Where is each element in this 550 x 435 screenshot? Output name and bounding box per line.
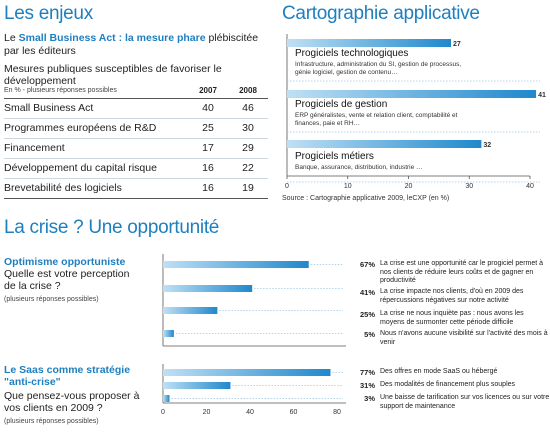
q2-text-2: Une baisse de tarification sur vos licen… [380, 394, 550, 410]
row-label: Financement [4, 138, 188, 159]
q2-text-1: Des modalités de financement plus souple… [380, 381, 516, 388]
table-row: Financement 17 29 [4, 138, 268, 159]
cell-2008: 29 [228, 138, 268, 159]
enjeux-intro-highlight: Small Business Act : la mesure phare [18, 32, 206, 44]
enjeux-intro: Le Small Business Act : la mesure phare … [4, 32, 272, 58]
carto-tick-label: 10 [344, 183, 352, 190]
q-tick-label: 80 [333, 409, 341, 416]
carto-tick-label: 0 [285, 183, 289, 190]
row-label: Développement du capital risque [4, 158, 188, 179]
cat-detail-technologiques: Infrastructure, administration du SI, ge… [295, 61, 462, 76]
cell-2007: 16 [188, 178, 228, 199]
q2-text-0: Des offres en mode SaaS ou hébergé [380, 368, 498, 375]
q1-text-1: La crise impacte nos clients, d'où en 20… [380, 288, 524, 304]
q2-question: Que pensez-vous proposer à vos clients e… [4, 390, 140, 414]
q1-bar [163, 307, 218, 314]
cat-label-gestion: Progiciels de gestion [295, 99, 388, 110]
q2-pct-1: 31% [359, 381, 375, 390]
cell-2007: 40 [188, 98, 228, 119]
row-label: Small Business Act [4, 98, 188, 119]
table-row: Programmes européens de R&D 25 30 [4, 118, 268, 139]
carto-tick-label: 40 [526, 183, 534, 190]
cat-detail-metiers: Banque, assurance, distribution, industr… [295, 164, 423, 171]
carto-value-label: 27 [453, 41, 461, 48]
row-label: Brevetabilité des logiciels [4, 178, 188, 199]
enjeux-intro-prefix: Le [4, 32, 19, 44]
q1-text-0: La crise est une opportunité car le prog… [380, 260, 544, 284]
cat-detail-gestion: ERP généralistes, vente et relation clie… [295, 112, 458, 127]
cell-2007: 17 [188, 138, 228, 159]
q-tick-label: 20 [203, 409, 211, 416]
q1-text-3: Nous n'avons aucune visibilité sur l'act… [380, 330, 548, 346]
q1-pct-0: 67% [359, 260, 375, 269]
carto-bar [287, 90, 537, 98]
q1-note: (plusieurs réponses possibles) [4, 296, 99, 303]
q1-pct-3: 5% [364, 330, 375, 339]
carto-value-label: 41 [538, 92, 546, 99]
q1-title: Optimisme opportuniste [4, 256, 126, 268]
col-2007: 2007 [188, 84, 228, 99]
heading-crise: La crise ? Une opportunité [4, 217, 220, 238]
carto-bar [287, 140, 482, 148]
table-row: Brevetabilité des logiciels 16 19 [4, 178, 268, 199]
carto-tick-label: 20 [405, 183, 413, 190]
q1-bar [163, 285, 253, 292]
cell-2008: 19 [228, 178, 268, 199]
carto-bar [287, 39, 452, 47]
cat-label-technologiques: Progiciels technologiques [295, 48, 409, 59]
q2-bar [163, 395, 170, 402]
q-tick-label: 0 [161, 409, 165, 416]
q2-note: (plusieurs réponses possibles) [4, 418, 99, 425]
cell-2007: 25 [188, 118, 228, 139]
measures-table: En % - plusieurs réponses possibles 2007… [4, 84, 268, 199]
q2-title: Le Saas comme stratégie "anti-crise" [4, 364, 131, 388]
q2-bar [163, 382, 231, 389]
enjeux-intro-suffix: plébiscitée par les éditeurs [4, 32, 259, 57]
cell-2008: 30 [228, 118, 268, 139]
table-note: En % - plusieurs réponses possibles [4, 84, 188, 99]
q1-bar [163, 261, 309, 268]
q2-pct-0: 77% [359, 368, 375, 377]
q1-pct-2: 25% [359, 310, 375, 319]
heading-cartographie: Cartographie applicative [282, 3, 480, 24]
q1-pct-1: 41% [359, 288, 375, 297]
carto-tick-label: 30 [465, 183, 473, 190]
cat-label-metiers: Progiciels métiers [295, 151, 374, 162]
q1-text-2: La crise ne nous inquiète pas : nous avo… [380, 310, 524, 326]
q-tick-label: 60 [290, 409, 298, 416]
cell-2008: 46 [228, 98, 268, 119]
q-tick-label: 40 [246, 409, 254, 416]
col-2008: 2008 [228, 84, 268, 99]
chart-source: Source : Cartographie applicative 2009, … [282, 195, 450, 202]
row-label: Programmes européens de R&D [4, 118, 188, 139]
cell-2007: 16 [188, 158, 228, 179]
q1-bar [163, 330, 174, 337]
table-row: Small Business Act 40 46 [4, 98, 268, 119]
carto-value-label: 32 [483, 142, 491, 149]
q1-question: Quelle est votre perception de la crise … [4, 268, 130, 292]
q2-pct-2: 3% [364, 394, 375, 403]
heading-enjeux: Les enjeux [4, 3, 93, 24]
q2-bar [163, 369, 331, 376]
table-row: Développement du capital risque 16 22 [4, 158, 268, 179]
cell-2008: 22 [228, 158, 268, 179]
